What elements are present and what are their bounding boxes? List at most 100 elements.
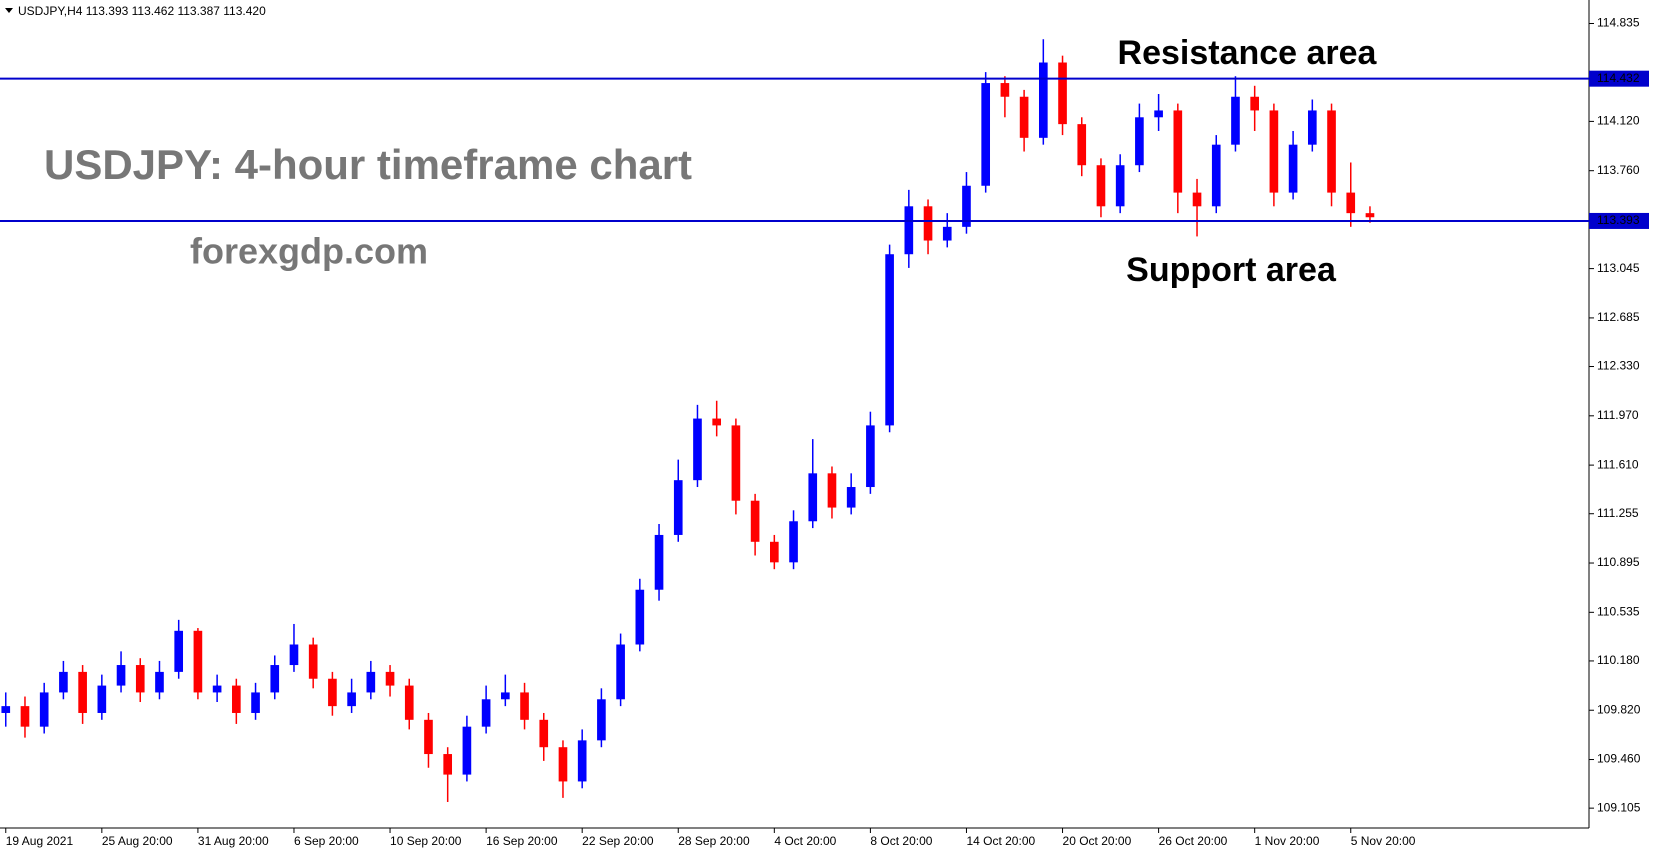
candle-body	[923, 206, 933, 241]
candle-body	[39, 692, 49, 727]
candle-body	[962, 185, 971, 227]
y-tick-label: 110.535	[1597, 604, 1640, 618]
candle-body	[635, 589, 645, 645]
candle-body	[308, 644, 318, 679]
candle-body	[155, 671, 164, 693]
candle-body	[1346, 192, 1356, 214]
candle-body	[1096, 165, 1106, 207]
x-tick-label: 4 Oct 20:00	[774, 834, 836, 848]
y-tick-label: 109.460	[1597, 752, 1641, 766]
y-tick-label: 110.895	[1597, 555, 1640, 569]
candle-body	[424, 719, 433, 755]
candle-body	[1135, 117, 1144, 166]
candle-body	[827, 473, 837, 508]
y-tick-label: 109.105	[1597, 800, 1641, 814]
candle-body	[673, 480, 683, 535]
candle-body	[1019, 96, 1029, 138]
candle-body	[481, 699, 491, 727]
y-tick-label: 114.120	[1597, 114, 1640, 128]
candle-body	[501, 692, 510, 700]
candle-body	[328, 678, 337, 707]
candle-body	[289, 644, 299, 666]
candle-body	[1058, 62, 1067, 125]
candle-body	[1250, 96, 1259, 111]
x-tick-label: 31 Aug 20:00	[198, 834, 269, 848]
candle-body	[808, 473, 818, 522]
candle-body	[1077, 124, 1087, 166]
candle-body	[654, 534, 664, 590]
candle-body	[616, 644, 625, 700]
x-tick-label: 14 Oct 20:00	[966, 834, 1035, 848]
candle-body	[558, 747, 568, 782]
price-label: 113.393	[1597, 213, 1640, 227]
candle-body	[1115, 165, 1125, 207]
candle-body	[1038, 62, 1048, 138]
x-tick-label: 6 Sep 20:00	[294, 834, 359, 848]
x-tick-label: 25 Aug 20:00	[102, 834, 173, 848]
annotation: USDJPY: 4-hour timeframe chart	[44, 141, 692, 188]
x-tick-label: 16 Sep 20:00	[486, 834, 558, 848]
candle-body	[904, 206, 914, 255]
candle-body	[520, 692, 529, 720]
candle-body	[846, 487, 856, 508]
candle-body	[232, 685, 241, 713]
candle-body	[1365, 213, 1375, 218]
candle-body	[116, 665, 126, 686]
candle-body	[1154, 110, 1163, 118]
candle-body	[750, 500, 760, 542]
candle-body	[731, 425, 741, 501]
candle-body	[789, 521, 798, 563]
candle-body	[577, 740, 587, 782]
candle-body	[693, 418, 702, 481]
x-tick-label: 26 Oct 20:00	[1159, 834, 1228, 848]
candle-body	[1269, 110, 1279, 193]
candle-body	[712, 418, 722, 426]
candle-body	[174, 630, 184, 672]
candle-body	[1211, 144, 1221, 207]
y-tick-label: 113.760	[1597, 163, 1640, 177]
candle-body	[443, 754, 453, 775]
x-tick-label: 10 Sep 20:00	[390, 834, 462, 848]
y-tick-label: 111.255	[1597, 506, 1639, 520]
y-tick-label: 111.970	[1597, 408, 1639, 422]
x-tick-label: 20 Oct 20:00	[1063, 834, 1132, 848]
candle-body	[539, 719, 549, 748]
x-tick-label: 19 Aug 2021	[6, 834, 74, 848]
candle-body	[135, 665, 145, 693]
x-tick-label: 1 Nov 20:00	[1255, 834, 1320, 848]
candle-body	[1288, 144, 1298, 193]
y-tick-label: 113.045	[1597, 261, 1640, 275]
candle-body	[1327, 110, 1336, 193]
candle-body	[981, 83, 991, 186]
y-tick-label: 112.685	[1597, 310, 1640, 324]
x-tick-label: 28 Sep 20:00	[678, 834, 750, 848]
candle-body	[20, 706, 30, 727]
candle-body	[1192, 192, 1202, 207]
candle-body	[1307, 110, 1317, 145]
chart-header: USDJPY,H4 113.393 113.462 113.387 113.42…	[18, 4, 266, 18]
candle-body	[347, 692, 356, 707]
candle-body	[866, 425, 875, 488]
menu-arrow[interactable]	[5, 8, 13, 13]
y-tick-label: 109.820	[1597, 702, 1641, 716]
y-tick-label: 112.330	[1597, 359, 1640, 373]
candle-body	[462, 726, 472, 775]
price-label-box	[1589, 70, 1649, 87]
candle-body	[385, 671, 395, 686]
y-tick-label: 111.610	[1597, 457, 1639, 471]
candle-body	[97, 685, 107, 713]
candle-body	[78, 671, 87, 713]
candle-body	[193, 630, 203, 693]
candle-body	[404, 685, 414, 720]
candle-body	[212, 685, 222, 693]
candle-body	[597, 699, 606, 741]
x-tick-label: 22 Sep 20:00	[582, 834, 654, 848]
candle-body	[270, 665, 280, 693]
annotation: Support area	[1126, 251, 1337, 289]
annotation: forexgdp.com	[190, 231, 428, 272]
candle-body	[59, 671, 68, 693]
candle-body	[366, 671, 376, 693]
candle-body	[942, 226, 952, 241]
